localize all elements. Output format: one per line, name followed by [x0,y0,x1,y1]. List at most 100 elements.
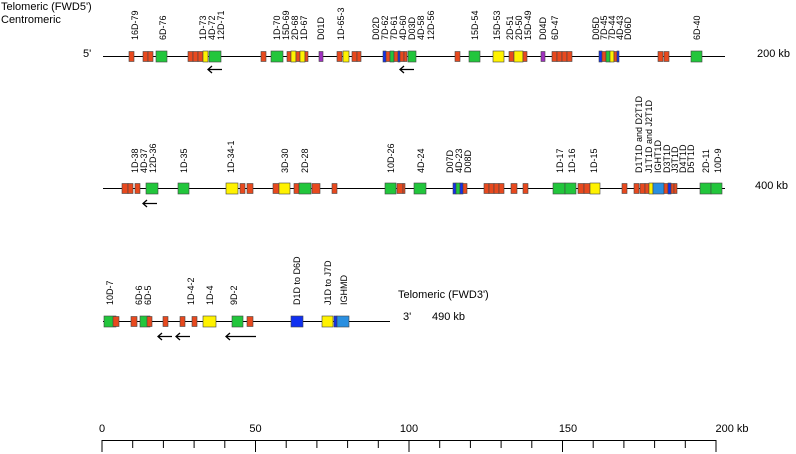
segment-label: J1D to J7D [323,260,333,305]
segment-label: 10D-9 [713,148,723,173]
gene-segment-box [407,50,417,63]
segment-label: 1D-73 [198,15,208,40]
row1-end-label: 200 kb [757,48,790,60]
segment-label: D08D [463,149,473,173]
segment-label: D1D to D6D [292,256,302,305]
three-prime-label: 3' [403,311,411,323]
gene-segment-box [336,315,350,328]
gene-segment-box [690,50,703,63]
row2-segment-labels: 1D-38 4D-37 12D-36 1D-35 1D-34-1 3D-30 2… [130,95,723,173]
segment-label: 16D-79 [130,10,140,40]
gene-segment-box [286,51,292,62]
segment-label: D05D [591,16,601,40]
gene-segment-box [290,50,297,63]
gene-segment-box [402,183,406,194]
gene-segment-box [540,51,546,62]
axis-end-label: 200 kb [715,423,748,435]
segment-label: 4D-23 [454,148,464,173]
gene-segment-box [333,315,338,328]
segment-label: 15D-69 [281,10,291,40]
row2-end-label: 400 kb [755,180,788,192]
segment-label: D01D [316,16,326,40]
gene-segment-box [130,316,138,327]
segment-label: 2D-51 [505,15,515,40]
segment-label: 1D-35 [179,148,189,173]
row1-segment-boxes [128,50,703,63]
gene-segment-box [208,50,222,63]
gene-segment-box [508,51,515,62]
left-arrow-icon [157,332,172,341]
segment-label: 6D-47 [550,15,560,40]
gene-segment-box [652,182,665,195]
gene-segment-box [699,182,712,195]
five-prime-label: 5' [83,48,91,60]
segment-label: 1D-15 [589,148,599,173]
kb-scale-axis: 0 50 100 150 200 kb [99,423,749,452]
gene-segment-box [231,315,244,328]
segment-label: 1D-17 [555,148,565,173]
segment-label: D04D [538,16,548,40]
gene-segment-box [331,183,338,194]
segment-label: 6D-5 [143,285,153,305]
segment-label: 7D-44 [607,15,617,40]
gene-segment-box [452,182,457,195]
gene-segment-box [564,182,577,195]
segment-label: 1D-67 [299,15,309,40]
gene-segment-box [145,182,159,195]
gene-segment-box [644,183,650,194]
gene-segment-box [493,183,500,194]
axis-tick-label: 150 [559,423,577,435]
segment-label: D3T1D [662,144,672,173]
axis-tick-label: 100 [400,423,418,435]
gene-segment-box [639,183,646,194]
gene-segment-box [342,50,350,63]
gene-segment-box [510,183,518,194]
segment-label: 4D-37 [139,148,149,173]
segment-label: 1D-70 [272,15,282,40]
segment-label: 4D-24 [416,148,426,173]
segment-label: 15D-54 [470,10,480,40]
segment-label: 4D-58 [416,15,426,40]
gene-segment-box [468,50,481,63]
segment-label: 15D-49 [523,10,533,40]
left-arrow-icon [225,332,256,341]
gene-segment-box [384,182,397,195]
segment-label: 15D-53 [492,10,502,40]
gene-segment-box [609,50,615,63]
gene-segment-box [239,183,246,194]
gene-segment-box [295,51,301,62]
segment-label: 1D-4 [205,285,215,305]
segment-label: IGHMD [339,275,349,305]
left-arrow-icon [399,65,414,74]
segment-label: 2D-28 [300,148,310,173]
centromeric-label: Centromeric [1,14,61,26]
gene-segment-box [663,51,670,62]
row3-segment-boxes [103,315,350,328]
segment-label: J3T1D [670,146,680,173]
gene-segment-box [648,182,654,195]
segment-label: 1D-38 [130,148,140,173]
gene-segment-box [396,183,404,194]
gene-segment-box [162,316,169,327]
gene-segment-box [146,316,153,327]
gene-segment-box [657,51,664,62]
axis-tick-label: 50 [249,423,261,435]
gene-segment-box [556,51,563,62]
gene-segment-box [147,51,154,62]
row2-segment-boxes [121,182,723,195]
gene-segment-box [561,51,568,62]
gene-segment-box [351,51,358,62]
segment-label: 1D-16 [567,148,577,173]
segment-label: J1T1D and J2T1D [644,99,654,173]
gene-segment-box [134,183,141,194]
gene-segment-box [551,51,558,62]
segment-label: D06D [623,16,633,40]
gene-segment-box [191,316,198,327]
gene-segment-box [382,50,387,63]
gene-segment-box [413,182,427,195]
axis-tick-label: 0 [99,423,105,435]
gene-segment-box [667,182,672,195]
gene-segment-box [454,51,461,62]
gene-segment-box [613,51,618,62]
gene-segment-box [197,51,204,62]
